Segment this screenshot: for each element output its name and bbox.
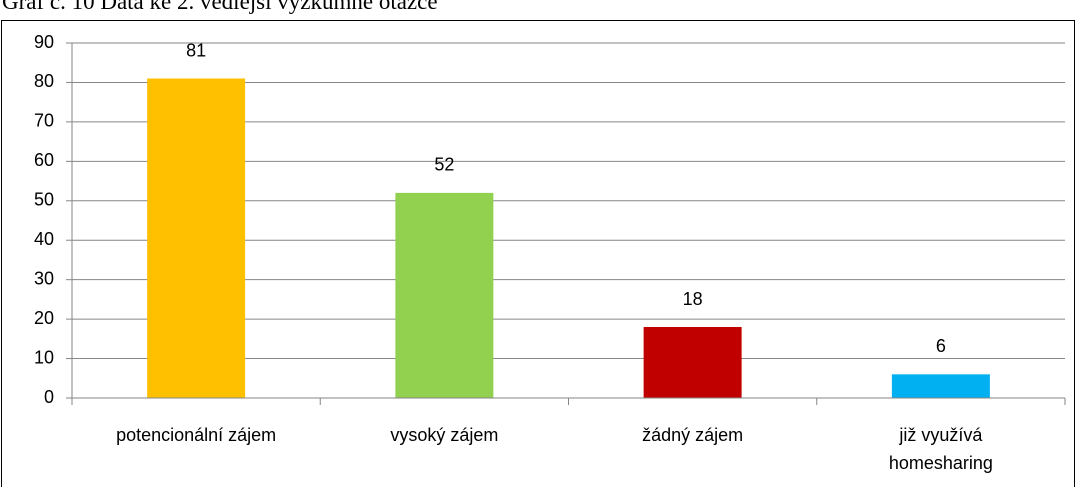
data-label: 18	[683, 289, 703, 309]
chart-frame	[1, 20, 1075, 487]
data-label: 52	[434, 155, 454, 175]
y-tick-label: 90	[34, 32, 54, 52]
y-tick-label: 10	[34, 347, 54, 367]
y-tick-label: 20	[34, 308, 54, 328]
y-tick-label: 40	[34, 229, 54, 249]
y-tick-label: 0	[44, 387, 54, 407]
y-tick-label: 50	[34, 190, 54, 210]
x-tick-label: vysoký zájem	[390, 425, 499, 445]
y-tick-label: 80	[34, 71, 54, 91]
bar	[147, 78, 246, 398]
bar	[395, 192, 494, 398]
y-tick-label: 30	[34, 268, 54, 288]
data-label: 81	[186, 40, 206, 60]
bar	[643, 327, 742, 398]
x-tick-label: potencionální zájem	[116, 425, 277, 445]
chart-title: Graf č. 10 Data ke 2. vedlejší výzkumné …	[2, 0, 438, 14]
x-tick-label: žádný zájem	[642, 425, 744, 445]
data-label: 6	[936, 336, 946, 356]
x-tick-label: již využívá homesharing	[888, 425, 993, 473]
y-tick-label: 70	[34, 111, 54, 131]
bar	[891, 374, 990, 398]
y-tick-label: 60	[34, 150, 54, 170]
